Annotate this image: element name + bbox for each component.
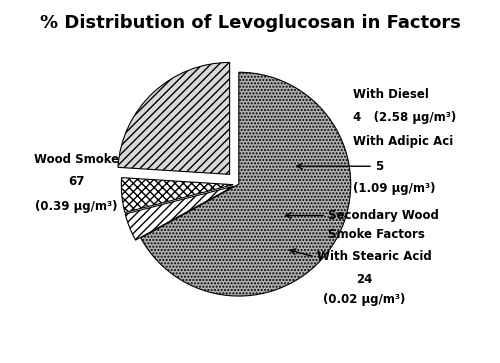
Text: (0.02 μg/m³): (0.02 μg/m³) bbox=[322, 293, 405, 306]
Text: (1.09 μg/m³): (1.09 μg/m³) bbox=[353, 182, 436, 195]
Text: 67: 67 bbox=[68, 175, 84, 188]
Wedge shape bbox=[122, 178, 233, 212]
Text: Secondary Wood: Secondary Wood bbox=[328, 209, 439, 222]
Text: 24: 24 bbox=[356, 273, 372, 286]
Text: Smoke Factors: Smoke Factors bbox=[328, 228, 425, 241]
Wedge shape bbox=[125, 186, 234, 240]
Wedge shape bbox=[118, 62, 230, 174]
Text: With Stearic Acid: With Stearic Acid bbox=[317, 250, 432, 264]
Text: 4   (2.58 μg/m³): 4 (2.58 μg/m³) bbox=[353, 110, 456, 123]
Text: (0.39 μg/m³): (0.39 μg/m³) bbox=[36, 200, 118, 213]
Text: 5: 5 bbox=[376, 160, 384, 173]
Text: With Adipic Aci: With Adipic Aci bbox=[353, 135, 453, 148]
Wedge shape bbox=[140, 72, 350, 296]
Text: Wood Smoke: Wood Smoke bbox=[34, 153, 119, 166]
Text: With Diesel: With Diesel bbox=[353, 88, 429, 101]
Title: % Distribution of Levoglucosan in Factors: % Distribution of Levoglucosan in Factor… bbox=[40, 13, 461, 32]
